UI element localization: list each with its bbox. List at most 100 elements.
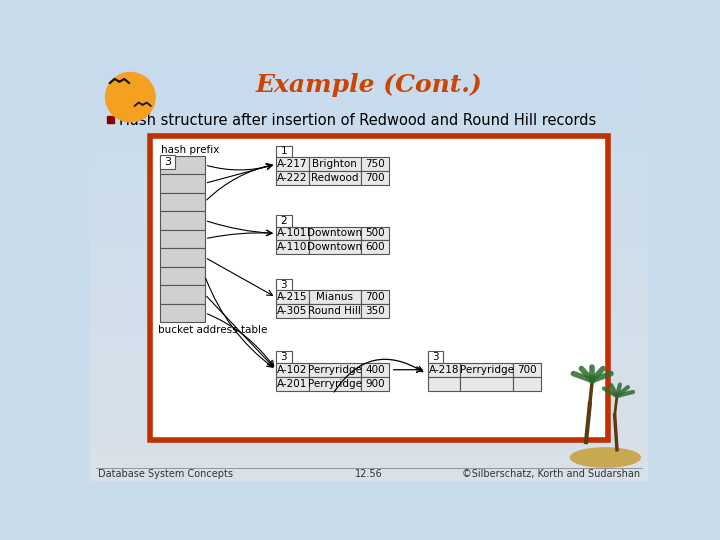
Text: 3: 3 bbox=[164, 157, 171, 167]
Bar bbox=[361, 304, 389, 318]
Bar bbox=[361, 226, 389, 240]
Text: A-101: A-101 bbox=[277, 228, 307, 239]
Bar bbox=[90, 450, 648, 457]
Bar bbox=[90, 96, 648, 103]
Bar bbox=[160, 156, 204, 174]
Bar bbox=[90, 311, 648, 319]
Bar bbox=[361, 171, 389, 185]
Bar bbox=[160, 303, 204, 322]
Bar bbox=[276, 215, 292, 226]
Text: 750: 750 bbox=[365, 159, 385, 169]
Bar bbox=[276, 146, 292, 157]
Bar bbox=[461, 377, 513, 390]
Text: Perryridge: Perryridge bbox=[308, 379, 362, 389]
Bar bbox=[361, 157, 389, 171]
Bar bbox=[90, 427, 648, 434]
Text: 900: 900 bbox=[365, 379, 385, 389]
Bar bbox=[90, 381, 648, 388]
Bar bbox=[90, 357, 648, 365]
Bar bbox=[90, 396, 648, 403]
FancyBboxPatch shape bbox=[150, 136, 608, 440]
Text: 700: 700 bbox=[365, 173, 385, 183]
Bar bbox=[90, 165, 648, 173]
Bar bbox=[107, 117, 114, 123]
Bar bbox=[90, 195, 648, 204]
Text: Round Hill: Round Hill bbox=[308, 306, 361, 316]
Bar bbox=[276, 226, 309, 240]
Bar bbox=[276, 363, 309, 377]
Bar bbox=[90, 373, 648, 381]
Bar bbox=[160, 267, 204, 285]
Bar bbox=[309, 226, 361, 240]
Bar bbox=[90, 350, 648, 357]
Text: 600: 600 bbox=[365, 242, 385, 252]
Bar bbox=[90, 242, 648, 249]
Bar bbox=[90, 126, 648, 134]
Bar bbox=[90, 72, 648, 80]
Text: 700: 700 bbox=[517, 364, 537, 375]
Bar bbox=[160, 211, 204, 230]
Bar bbox=[428, 363, 461, 377]
Text: Hash structure after insertion of Redwood and Round Hill records: Hash structure after insertion of Redwoo… bbox=[120, 113, 597, 128]
Text: A-215: A-215 bbox=[277, 292, 307, 302]
Text: 3: 3 bbox=[280, 352, 287, 362]
Text: A-217: A-217 bbox=[277, 159, 307, 169]
Text: 500: 500 bbox=[365, 228, 385, 239]
Bar bbox=[90, 265, 648, 273]
Text: A-102: A-102 bbox=[277, 364, 307, 375]
Bar bbox=[276, 157, 309, 171]
Bar bbox=[90, 180, 648, 188]
Text: Brighton: Brighton bbox=[312, 159, 357, 169]
Bar bbox=[90, 288, 648, 296]
Bar bbox=[90, 280, 648, 288]
Bar bbox=[90, 80, 648, 88]
Bar bbox=[90, 457, 648, 465]
Text: 3: 3 bbox=[432, 352, 439, 362]
Text: Database System Concepts: Database System Concepts bbox=[98, 469, 233, 480]
Bar bbox=[428, 377, 461, 390]
Bar bbox=[90, 465, 648, 473]
Bar bbox=[90, 303, 648, 311]
Bar bbox=[90, 434, 648, 442]
Bar bbox=[90, 211, 648, 219]
Circle shape bbox=[106, 72, 155, 122]
Text: 1: 1 bbox=[280, 146, 287, 157]
Text: A-218: A-218 bbox=[429, 364, 459, 375]
Bar bbox=[428, 351, 444, 363]
Bar bbox=[90, 234, 648, 242]
Bar bbox=[90, 119, 648, 126]
Bar bbox=[90, 157, 648, 165]
Bar bbox=[276, 171, 309, 185]
Bar bbox=[276, 377, 309, 390]
Bar bbox=[90, 226, 648, 234]
Bar bbox=[309, 377, 361, 390]
Bar bbox=[160, 174, 204, 193]
Bar bbox=[276, 351, 292, 363]
Bar bbox=[513, 363, 541, 377]
Bar bbox=[160, 285, 204, 303]
Bar bbox=[90, 342, 648, 350]
Text: A-305: A-305 bbox=[277, 306, 307, 316]
Bar bbox=[90, 249, 648, 257]
Bar bbox=[309, 363, 361, 377]
Bar bbox=[90, 411, 648, 419]
Bar bbox=[90, 273, 648, 280]
Bar bbox=[90, 204, 648, 211]
Bar bbox=[90, 65, 648, 72]
Bar bbox=[309, 171, 361, 185]
Bar bbox=[513, 377, 541, 390]
Text: 700: 700 bbox=[365, 292, 385, 302]
Bar bbox=[90, 103, 648, 111]
Bar bbox=[90, 327, 648, 334]
Bar bbox=[309, 240, 361, 254]
Bar bbox=[90, 142, 648, 150]
Text: Downtown: Downtown bbox=[307, 228, 362, 239]
Bar bbox=[309, 291, 361, 304]
Bar bbox=[90, 473, 648, 481]
Text: A-222: A-222 bbox=[277, 173, 307, 183]
Bar bbox=[90, 296, 648, 303]
Bar bbox=[361, 377, 389, 390]
Bar bbox=[160, 193, 204, 211]
Bar bbox=[90, 319, 648, 327]
Text: Example (Cont.): Example (Cont.) bbox=[256, 73, 482, 97]
